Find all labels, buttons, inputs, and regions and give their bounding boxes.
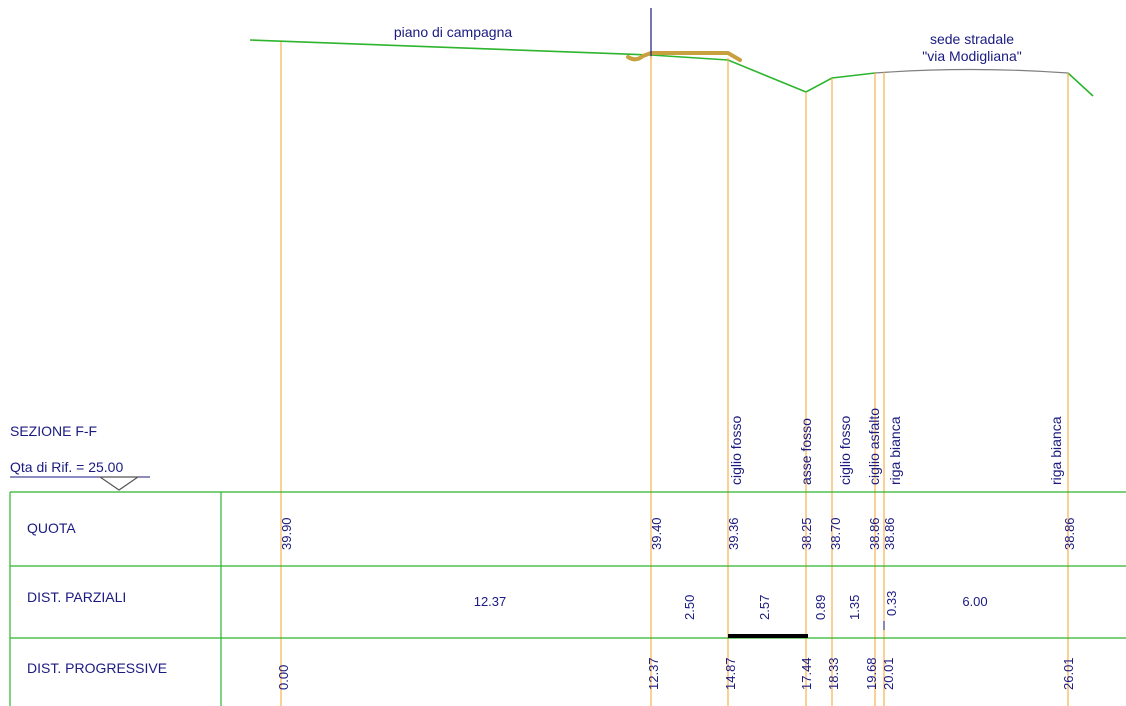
- road-surface: [874, 68, 1069, 74]
- road-label-line1: sede stradale: [930, 31, 1014, 47]
- progressive-7: 26.01: [1061, 657, 1076, 690]
- progressive-1: 12.37: [646, 657, 661, 690]
- feature-label-5: ciglio asfalto: [866, 408, 882, 485]
- partial-0: 12.37: [474, 594, 507, 609]
- section-title: SEZIONE F-F: [10, 423, 97, 439]
- row-label-progressive: DIST. PROGRESSIVE: [27, 660, 167, 676]
- partial-4: 1.35: [847, 595, 862, 620]
- quota-7: 38.86: [1062, 517, 1077, 550]
- feature-label-3: asse fosso: [798, 418, 814, 485]
- feature-label-4: ciglio fosso: [837, 416, 853, 485]
- table-grid: [9, 491, 1126, 706]
- feature-labels: ciglio fosso asse fosso ciglio fosso cig…: [728, 408, 1064, 485]
- reference-triangle: [98, 476, 140, 491]
- partial-6: 6.00: [962, 594, 987, 609]
- feature-label-7: riga bianca: [1048, 416, 1064, 485]
- progressive-5: 19.68: [864, 657, 879, 690]
- road-label-line2: "via Modigliana": [922, 48, 1021, 64]
- progressive-0: 0.00: [276, 665, 291, 690]
- quota-3: 38.25: [799, 517, 814, 550]
- ground-line-right: [1067, 72, 1094, 97]
- profile: piano di campagna sede stradale "via Mod…: [249, 8, 1094, 97]
- quota-4: 38.70: [828, 517, 843, 550]
- quota-6: 38.86: [882, 517, 897, 550]
- reference-level: Qta di Rif. = 25.00: [10, 459, 123, 475]
- fill-material: [626, 51, 742, 62]
- progressive-6: 20.01: [881, 657, 896, 690]
- partial-1: 2.50: [682, 595, 697, 620]
- progressive-3: 17.44: [799, 657, 814, 690]
- quota-1: 39.40: [649, 517, 664, 550]
- row-label-parziali: DIST. PARZIALI: [27, 589, 126, 605]
- ground-label: piano di campagna: [394, 24, 513, 40]
- feature-label-2: ciglio fosso: [728, 416, 744, 485]
- quota-0: 39.90: [279, 517, 294, 550]
- feature-label-6: riga bianca: [887, 416, 903, 485]
- quota-2: 39.36: [726, 517, 741, 550]
- quota-values: 39.90 39.40 39.36 38.25 38.70 38.86 38.8…: [279, 517, 1077, 550]
- partial-3: 0.89: [813, 595, 828, 620]
- quota-5: 38.86: [867, 517, 882, 550]
- partial-values: 12.37 2.50 2.57 0.89 1.35 0.33 6.00: [474, 591, 988, 630]
- progressive-values: 0.00 12.37 14.87 17.44 18.33 19.68 20.01…: [276, 657, 1076, 690]
- partial-2: 2.57: [757, 595, 772, 620]
- ground-line: [249, 39, 876, 93]
- progressive-2: 14.87: [723, 657, 738, 690]
- progressive-4: 18.33: [826, 657, 841, 690]
- partial-5: 0.33: [884, 591, 899, 616]
- station-lines: [280, 42, 1069, 706]
- row-label-quota: QUOTA: [27, 520, 76, 536]
